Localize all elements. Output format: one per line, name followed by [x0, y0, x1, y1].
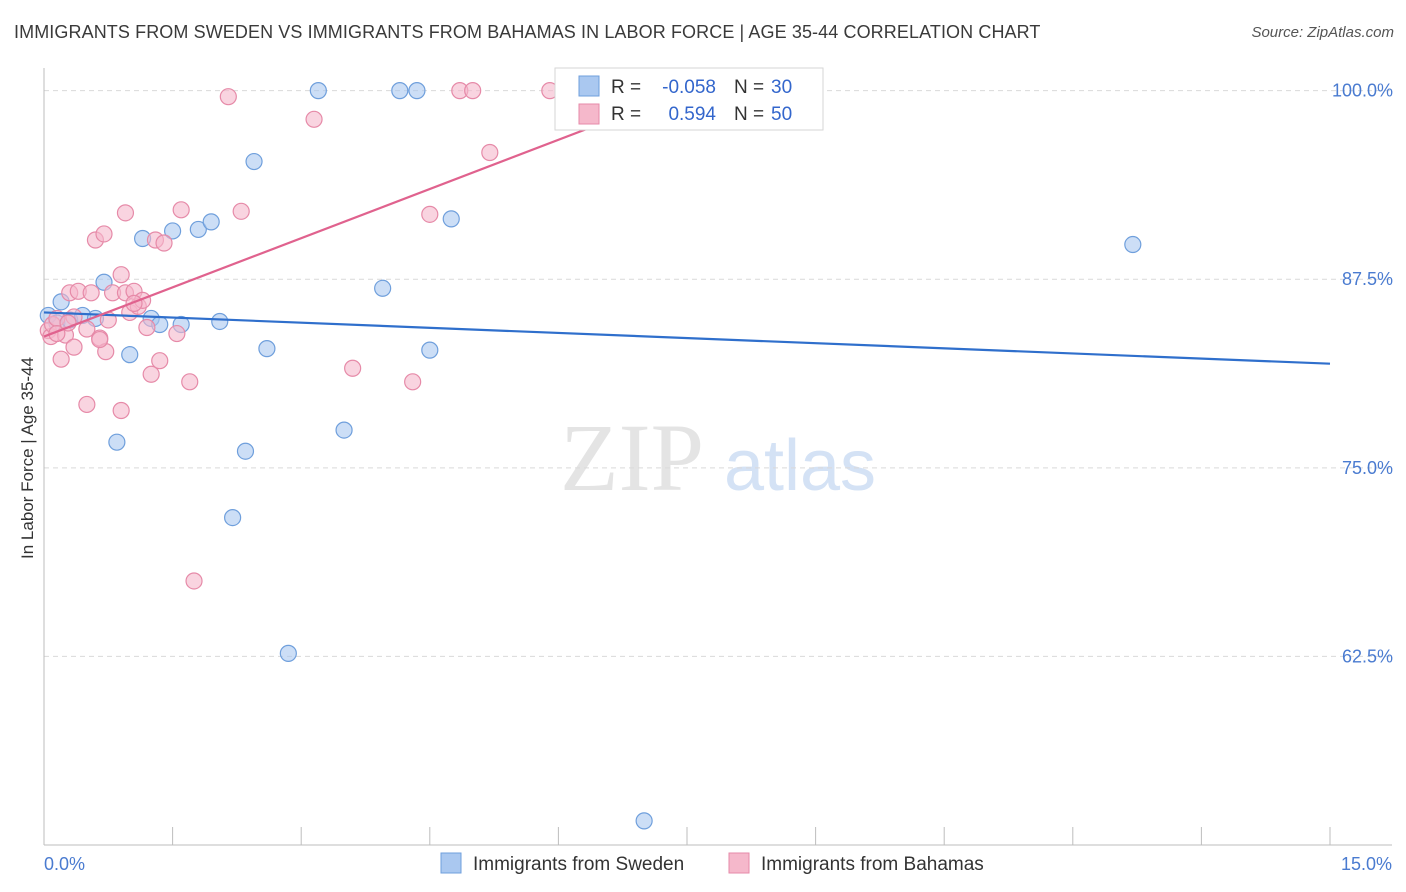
series-bahamas-points: [39, 82, 559, 590]
stats-bahamas-r-label: R =: [611, 104, 641, 125]
axes: [43, 68, 1392, 846]
trend-line-bahamas: [43, 89, 688, 338]
point-bahamas-44: [91, 330, 109, 349]
y-axis-label: In Labor Force | Age 35-44: [18, 357, 37, 559]
point-sweden-7: [108, 433, 126, 451]
legend-label-bahamas: Immigrants from Bahamas: [761, 854, 984, 875]
watermark: ZIP atlas: [560, 404, 876, 511]
source-label: Source: ZipAtlas.com: [1251, 24, 1394, 41]
point-bahamas-46: [125, 294, 143, 312]
stats-bahamas-r-value: 0.594: [668, 104, 716, 125]
point-sweden-12: [164, 222, 182, 240]
y-tick-label-0: 62.5%: [1342, 646, 1393, 666]
point-bahamas-37: [344, 359, 362, 377]
point-bahamas-4: [52, 350, 70, 368]
point-bahamas-30: [168, 324, 186, 343]
point-bahamas-26: [142, 365, 160, 383]
point-bahamas-38: [404, 373, 422, 391]
x-tick-label-min: 0.0%: [44, 854, 85, 874]
legend-swatch-bahamas: [728, 852, 750, 874]
y-tick-label-1: 75.0%: [1342, 458, 1393, 478]
stats-box: R = -0.058 N = 30 R = 0.594 N = 50: [554, 67, 824, 131]
point-sweden-27: [421, 341, 439, 359]
point-bahamas-28: [151, 352, 169, 370]
x-tick-label-max: 15.0%: [1341, 854, 1392, 874]
point-bahamas-33: [185, 572, 203, 590]
stats-swatch-bahamas: [578, 103, 600, 125]
point-sweden-28: [442, 210, 460, 228]
stats-sweden-r-label: R =: [611, 77, 641, 98]
chart-title: IMMIGRANTS FROM SWEDEN VS IMMIGRANTS FRO…: [14, 22, 1041, 42]
point-sweden-22: [309, 82, 327, 100]
point-sweden-29: [635, 812, 653, 830]
point-bahamas-20: [116, 204, 135, 222]
point-bahamas-29: [155, 234, 173, 252]
legend: Immigrants from Sweden Immigrants from B…: [440, 852, 984, 875]
point-sweden-18: [236, 442, 255, 460]
point-bahamas-32: [181, 373, 199, 391]
y-tick-label-3: 100.0%: [1332, 81, 1393, 101]
point-sweden-26: [408, 82, 426, 100]
point-bahamas-10: [78, 395, 96, 414]
stats-sweden-r-value: -0.058: [662, 77, 716, 98]
gridlines: [44, 90, 1392, 657]
point-bahamas-34: [219, 88, 237, 106]
point-sweden-21: [279, 644, 297, 662]
point-bahamas-42: [481, 143, 499, 162]
point-bahamas-31: [172, 201, 190, 219]
stats-box-frame: [554, 67, 824, 131]
point-sweden-30: [1124, 235, 1142, 254]
point-sweden-23: [335, 421, 353, 439]
stats-sweden-n-value: 30: [771, 77, 792, 98]
trend-lines: [43, 89, 1331, 365]
point-sweden-25: [391, 82, 409, 100]
legend-swatch-sweden: [440, 852, 462, 874]
point-bahamas-19: [112, 401, 130, 420]
point-bahamas-17: [112, 266, 130, 284]
point-sweden-14: [189, 220, 207, 239]
point-sweden-16: [211, 312, 229, 331]
point-sweden-15: [202, 213, 220, 231]
point-bahamas-14: [95, 225, 113, 243]
legend-label-sweden: Immigrants from Sweden: [473, 854, 684, 875]
point-bahamas-41: [464, 82, 482, 100]
stats-bahamas-n-label: N =: [734, 104, 764, 125]
point-sweden-17: [224, 509, 242, 527]
point-sweden-8: [121, 346, 139, 364]
y-tick-label-2: 87.5%: [1342, 269, 1393, 289]
stats-sweden-n-label: N =: [734, 77, 764, 98]
point-sweden-20: [258, 340, 276, 358]
point-bahamas-7: [65, 338, 83, 356]
point-bahamas-11: [82, 284, 100, 302]
point-bahamas-25: [138, 318, 156, 337]
watermark-zip: ZIP: [560, 404, 704, 511]
stats-swatch-sweden: [578, 75, 600, 97]
point-bahamas-35: [232, 202, 250, 220]
watermark-atlas: atlas: [724, 426, 876, 506]
point-bahamas-39: [421, 205, 439, 223]
trend-line-sweden: [43, 311, 1331, 365]
stats-bahamas-n-value: 50: [771, 104, 792, 125]
series-sweden-points: [39, 82, 1142, 830]
x-axis-ticks: [43, 827, 1331, 845]
point-sweden-24: [374, 279, 392, 297]
point-sweden-19: [245, 152, 263, 171]
point-bahamas-36: [305, 110, 323, 128]
y-tick-labels: 62.5% 75.0% 87.5% 100.0%: [1332, 81, 1393, 667]
